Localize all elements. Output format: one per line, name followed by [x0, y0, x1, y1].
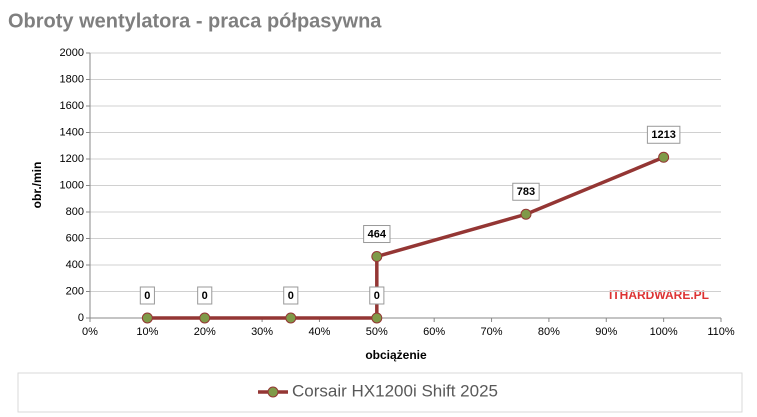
- data-label-box: [283, 286, 299, 305]
- data-point: [371, 251, 383, 263]
- x-tick-label: 10%: [136, 326, 158, 338]
- x-tick-label: 20%: [194, 326, 216, 338]
- data-label: 783: [517, 186, 535, 198]
- data-label: 0: [288, 290, 294, 302]
- data-label: 0: [144, 290, 150, 302]
- watermark: ITHARDWARE.PL: [609, 288, 709, 302]
- data-label-group: 0: [139, 286, 155, 305]
- x-tick-label: 100%: [650, 326, 678, 338]
- y-tick-label: 2000: [60, 47, 84, 59]
- y-tick-label: 0: [78, 312, 84, 324]
- data-label-group: 1213: [646, 125, 681, 144]
- data-label: 464: [368, 228, 387, 240]
- x-tick-label: 60%: [423, 326, 445, 338]
- chart-title: Obroty wentylatora - praca półpasywna: [8, 10, 382, 32]
- x-tick-label: 40%: [308, 326, 330, 338]
- data-label-group: 0: [283, 286, 299, 305]
- data-label-group: 464: [363, 225, 391, 244]
- data-label-group: 0: [369, 286, 385, 305]
- data-label-box: [369, 286, 385, 305]
- y-tick-label: 1600: [60, 100, 84, 112]
- y-tick-label: 1400: [60, 126, 84, 138]
- y-tick-label: 800: [66, 206, 84, 218]
- data-point: [285, 312, 297, 324]
- data-label: 0: [202, 290, 208, 302]
- y-tick-label: 1800: [60, 73, 84, 85]
- legend-marker: [267, 386, 279, 398]
- x-tick-label: 110%: [707, 326, 735, 338]
- data-point: [199, 312, 211, 324]
- y-tick-label: 200: [66, 285, 84, 297]
- series-line: [147, 155, 665, 320]
- legend-box: [17, 372, 743, 413]
- y-tick-label: 600: [66, 232, 84, 244]
- y-tick-label: 1200: [60, 153, 84, 165]
- data-label: 1213: [651, 129, 675, 141]
- y-tick-label: 400: [66, 259, 84, 271]
- x-tick-label: 0%: [82, 326, 98, 338]
- x-tick-label: 80%: [538, 326, 560, 338]
- y-axis-label: obr./min: [30, 162, 44, 209]
- x-tick-label: 70%: [481, 326, 503, 338]
- data-label-group: 0: [197, 286, 213, 305]
- x-tick-label: 30%: [251, 326, 273, 338]
- data-label-box: [646, 125, 681, 144]
- data-label-box: [363, 225, 391, 244]
- data-point: [658, 151, 670, 163]
- legend-label: Corsair HX1200i Shift 2025: [292, 381, 498, 400]
- data-point: [141, 312, 153, 324]
- x-tick-label: 50%: [366, 326, 388, 338]
- x-axis-label: obciążenie: [365, 348, 427, 362]
- data-label: 0: [374, 290, 380, 302]
- data-label-box: [512, 182, 540, 201]
- y-tick-label: 1000: [60, 179, 84, 191]
- data-point: [520, 208, 532, 220]
- data-label-box: [197, 286, 213, 305]
- data-point: [371, 312, 383, 324]
- x-tick-label: 90%: [595, 326, 617, 338]
- data-label-box: [139, 286, 155, 305]
- data-label-group: 783: [512, 182, 540, 201]
